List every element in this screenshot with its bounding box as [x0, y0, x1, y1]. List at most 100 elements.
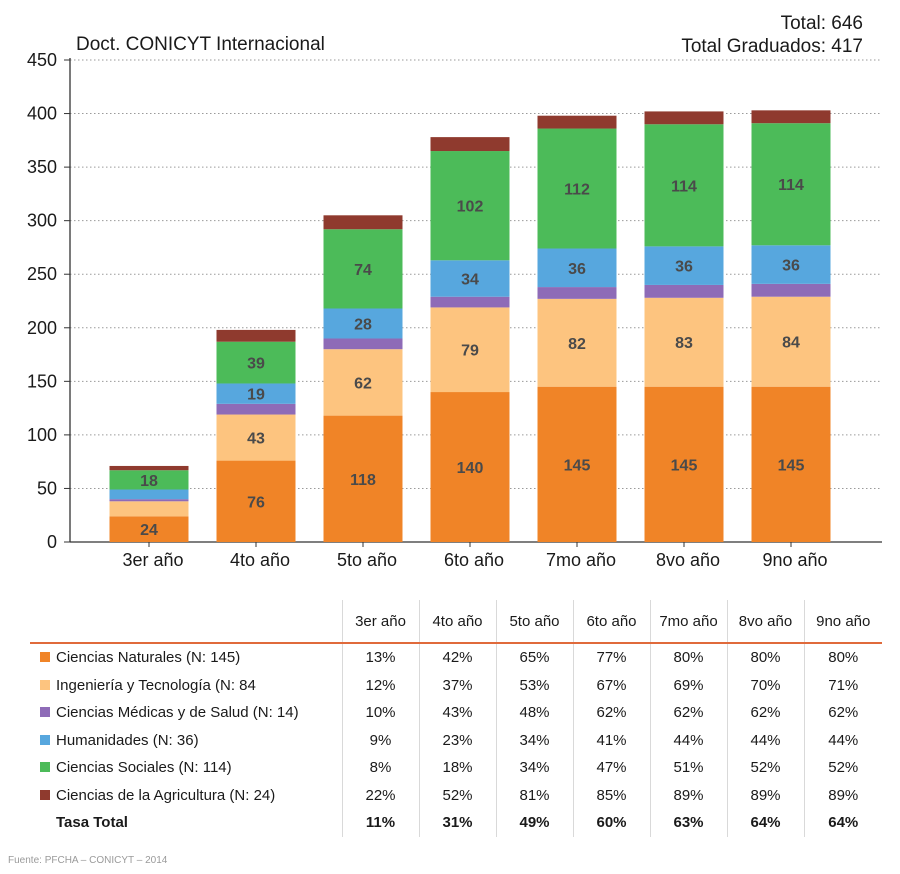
- bar-segment-sociales: [430, 151, 510, 261]
- rate-cell: 80%: [803, 643, 882, 672]
- rate-cell: 43%: [418, 699, 496, 727]
- bar-segment-medicas: [537, 287, 617, 299]
- bar-labels: 24 18 76 43 19 39 118 62 28 74 140 79 34 102 145 82 36 11…: [140, 177, 804, 539]
- y-tick-label: 100: [27, 425, 57, 445]
- data-label: 76: [247, 494, 265, 511]
- rate-cell: 22%: [341, 781, 419, 809]
- rate-cell: 80%: [649, 643, 727, 672]
- completion-rate-table-container: 3er año 4to año 5to año 6to año 7mo año 8vo a…: [30, 600, 882, 837]
- data-label: 112: [564, 182, 590, 199]
- rate-cell: 18%: [418, 754, 496, 782]
- bar-segment-medicas: [644, 284, 724, 298]
- x-tick-label: 6to año: [444, 550, 504, 570]
- row-label: Ingeniería y Tecnología (N: 84: [56, 676, 256, 694]
- rate-cell: 44%: [649, 726, 727, 754]
- x-tick-label: 4to año: [230, 550, 290, 570]
- y-tick-label: 250: [27, 264, 57, 284]
- bar-segment-agricultura: [430, 137, 510, 152]
- legend-swatch: [40, 652, 50, 663]
- table-header-col: 8vo año: [726, 600, 804, 643]
- row-label: Ciencias Naturales (N: 145): [56, 649, 241, 667]
- table-row: Ciencias Naturales (N: 145) 13% 42% 65% 77% 8…: [30, 643, 882, 672]
- bar-segment-medicas: [109, 499, 189, 502]
- row-label: Ciencias Médicas y de Salud (N: 14): [56, 704, 299, 722]
- table-header-col: 5to año: [495, 600, 573, 643]
- bar-segment-agricultura: [323, 215, 403, 230]
- rate-cell: 41%: [572, 726, 650, 754]
- completion-rate-table: 3er año 4to año 5to año 6to año 7mo año 8vo a…: [30, 600, 882, 837]
- rate-cell: 80%: [726, 643, 804, 672]
- table-header-col: 3er año: [341, 600, 419, 643]
- y-tick-label: 150: [27, 371, 57, 391]
- chart-title: Doct. CONICYT Internacional: [76, 34, 325, 55]
- bar-segment-ingenieria: [323, 349, 403, 416]
- bar-segment-medicas: [751, 283, 831, 297]
- table-header-col: 9no año: [803, 600, 882, 643]
- data-label: 114: [778, 177, 804, 194]
- y-tick-label: 0: [47, 532, 57, 552]
- legend-swatch: [40, 789, 50, 800]
- bar-segment-medicas: [323, 338, 403, 350]
- rate-cell: 52%: [418, 781, 496, 809]
- data-label: 145: [778, 457, 805, 474]
- row-label-cell: Ingeniería y Tecnología (N: 84: [30, 672, 342, 700]
- table-header-col: 7mo año: [649, 600, 727, 643]
- rate-cell: 53%: [495, 671, 573, 699]
- rate-cell: 62%: [572, 699, 650, 727]
- x-tick-label: 7mo año: [546, 550, 616, 570]
- data-label: 62: [354, 375, 372, 392]
- bar-segment-naturales: [430, 392, 510, 542]
- bar-segment-humanidades: [751, 245, 831, 284]
- table-header-row: 3er año 4to año 5to año 6to año 7mo año 8vo a…: [30, 600, 882, 643]
- bar-segment-ingenieria: [751, 296, 831, 387]
- y-tick-label: 450: [27, 50, 57, 70]
- bar-segment-humanidades: [109, 489, 189, 500]
- data-label: 145: [564, 457, 591, 474]
- data-label: 36: [675, 259, 693, 276]
- rate-cell: 62%: [726, 699, 804, 727]
- data-label: 36: [568, 261, 586, 278]
- total-rate-cell: 11%: [341, 809, 419, 837]
- rate-cell: 37%: [418, 671, 496, 699]
- data-label: 118: [350, 472, 376, 489]
- table-header-col: 4to año: [418, 600, 496, 643]
- rate-cell: 8%: [341, 754, 419, 782]
- bar-segment-agricultura: [537, 115, 617, 129]
- bar-segment-sociales: [109, 470, 189, 490]
- bar-segment-naturales: [644, 386, 724, 542]
- bar-segment-agricultura: [644, 111, 724, 125]
- legend-swatch: [40, 734, 50, 745]
- bar-segment-ingenieria: [537, 298, 617, 387]
- bar-segment-humanidades: [644, 246, 724, 285]
- rate-cell: 12%: [341, 671, 419, 699]
- data-label: 28: [354, 316, 372, 333]
- bar-segment-naturales: [216, 460, 296, 542]
- rate-cell: 23%: [418, 726, 496, 754]
- data-label: 140: [457, 460, 484, 477]
- data-label: 39: [247, 356, 265, 373]
- bar-segment-ingenieria: [430, 307, 510, 393]
- y-tick-label: 200: [27, 318, 57, 338]
- data-label: 79: [461, 343, 479, 360]
- data-label: 43: [247, 431, 265, 448]
- rate-cell: 65%: [495, 643, 573, 672]
- rate-cell: 62%: [803, 699, 882, 727]
- rate-cell: 9%: [341, 726, 419, 754]
- rate-cell: 52%: [803, 754, 882, 782]
- rate-cell: 71%: [803, 671, 882, 699]
- bar-segment-naturales: [751, 386, 831, 542]
- bar-segment-sociales: [751, 123, 831, 246]
- table-body: Ciencias Naturales (N: 145) 13% 42% 65% 77% 8…: [30, 643, 882, 837]
- data-label: 145: [671, 457, 698, 474]
- bar-segment-humanidades: [323, 308, 403, 339]
- bar-segment-sociales: [644, 124, 724, 247]
- total-rate-cell: 60%: [572, 809, 650, 837]
- rate-cell: 44%: [726, 726, 804, 754]
- bar-segment-medicas: [430, 296, 510, 308]
- bar-segment-naturales: [537, 386, 617, 542]
- rate-cell: 85%: [572, 781, 650, 809]
- total-rate-cell: 49%: [495, 809, 573, 837]
- row-label-cell: Ciencias Médicas y de Salud (N: 14): [30, 699, 342, 727]
- bar-segment-medicas: [216, 403, 296, 415]
- table-row: Ciencias Médicas y de Salud (N: 14) 10% 43…: [30, 699, 882, 727]
